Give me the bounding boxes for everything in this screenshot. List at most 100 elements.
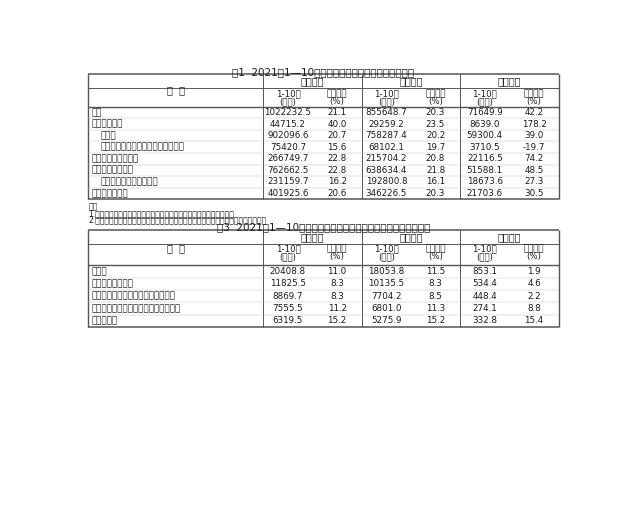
Text: 6319.5: 6319.5 (273, 316, 303, 325)
Text: 59300.4: 59300.4 (467, 131, 503, 140)
Text: 皮革、毛皮、羽毛及其制品和制鞋业: 皮革、毛皮、羽毛及其制品和制鞋业 (91, 292, 175, 300)
Text: 8.3: 8.3 (330, 292, 344, 300)
Text: 3710.5: 3710.5 (469, 143, 500, 152)
Text: 1-10月: 1-10月 (276, 89, 300, 98)
Text: 表3  2021年1—10月份规模以上工业企业主要财务指标（分行业）: 表3 2021年1—10月份规模以上工业企业主要财务指标（分行业） (216, 222, 430, 232)
Text: 20.3: 20.3 (426, 108, 445, 117)
Text: 2.2: 2.2 (527, 292, 541, 300)
Text: 346226.5: 346226.5 (366, 189, 407, 198)
Text: 16.2: 16.2 (327, 177, 346, 186)
Text: 纺织业: 纺织业 (91, 267, 107, 276)
Text: 1-10月: 1-10月 (374, 89, 399, 98)
Text: 利润总额: 利润总额 (498, 76, 521, 86)
Text: 40.0: 40.0 (327, 120, 347, 129)
Text: 15.4: 15.4 (524, 316, 544, 325)
Text: (%): (%) (428, 97, 443, 106)
Text: 21703.6: 21703.6 (467, 189, 503, 198)
Text: 行  业: 行 业 (167, 243, 185, 252)
Text: 8.3: 8.3 (428, 279, 442, 288)
Text: 注：: 注： (88, 203, 97, 211)
Text: 20.2: 20.2 (426, 131, 445, 140)
Text: (亿元): (亿元) (280, 97, 297, 106)
Text: 20.6: 20.6 (327, 189, 347, 198)
Text: 纺织服装、服饰业: 纺织服装、服饰业 (91, 279, 133, 288)
Text: 18053.8: 18053.8 (369, 267, 404, 276)
Text: 638634.4: 638634.4 (365, 166, 407, 175)
Text: 10135.5: 10135.5 (369, 279, 404, 288)
Text: 274.1: 274.1 (473, 304, 497, 313)
Text: 8.5: 8.5 (428, 292, 442, 300)
Text: 21.8: 21.8 (426, 166, 445, 175)
Text: 1-10月: 1-10月 (473, 245, 497, 254)
Text: 11.0: 11.0 (327, 267, 347, 276)
Text: 2.本表部分指标存在总计不等于分项之和情况，是数据四舍五入所致，未作机械调整。: 2.本表部分指标存在总计不等于分项之和情况，是数据四舍五入所致，未作机械调整。 (88, 215, 266, 224)
Text: (亿元): (亿元) (476, 97, 493, 106)
Text: 758287.4: 758287.4 (365, 131, 407, 140)
Text: 42.2: 42.2 (524, 108, 543, 117)
Text: 534.4: 534.4 (473, 279, 497, 288)
Text: 902096.6: 902096.6 (268, 131, 309, 140)
Text: (%): (%) (330, 252, 345, 262)
Text: 1-10月: 1-10月 (374, 245, 399, 254)
Text: 21.1: 21.1 (327, 108, 346, 117)
Text: 11825.5: 11825.5 (270, 279, 306, 288)
Text: (%): (%) (526, 252, 541, 262)
Text: 营业成本: 营业成本 (399, 232, 423, 242)
Text: 同比增长: 同比增长 (524, 245, 545, 254)
Text: 22.8: 22.8 (327, 166, 347, 175)
Text: 401925.6: 401925.6 (268, 189, 309, 198)
Text: 5275.9: 5275.9 (371, 316, 401, 325)
Text: 22.8: 22.8 (327, 154, 347, 163)
Text: 71649.9: 71649.9 (467, 108, 503, 117)
Text: 7704.2: 7704.2 (371, 292, 401, 300)
Text: 表1  2021年1—10月份规模以上工业企业主要财务指标: 表1 2021年1—10月份规模以上工业企业主要财务指标 (232, 67, 415, 77)
Text: 1.经济类型分组之间存在交叉，故各经济类型企业数据之和大于总计。: 1.经济类型分组之间存在交叉，故各经济类型企业数据之和大于总计。 (88, 209, 234, 218)
Text: 同比增长: 同比增长 (425, 245, 446, 254)
Text: 18673.6: 18673.6 (467, 177, 503, 186)
Text: 20.8: 20.8 (426, 154, 445, 163)
Text: 其中：股份制企业: 其中：股份制企业 (91, 166, 133, 175)
Text: 44715.2: 44715.2 (270, 120, 306, 129)
Text: (亿元): (亿元) (476, 252, 493, 262)
Text: 分  组: 分 组 (167, 86, 185, 95)
Text: 4.6: 4.6 (527, 279, 541, 288)
Text: 同比增长: 同比增长 (425, 89, 446, 98)
Text: -19.7: -19.7 (523, 143, 545, 152)
Text: 8869.7: 8869.7 (273, 292, 303, 300)
Text: 22116.5: 22116.5 (467, 154, 503, 163)
Text: 电力、热力、燃气及水生产和供应业: 电力、热力、燃气及水生产和供应业 (100, 143, 185, 152)
Text: (亿元): (亿元) (378, 97, 395, 106)
Text: 营业成本: 营业成本 (399, 76, 423, 86)
Text: 同比增长: 同比增长 (327, 245, 348, 254)
Text: 1.9: 1.9 (527, 267, 541, 276)
Text: 11.3: 11.3 (426, 304, 445, 313)
Text: 215704.2: 215704.2 (365, 154, 407, 163)
Text: 8.8: 8.8 (527, 304, 541, 313)
Text: (%): (%) (526, 97, 541, 106)
Text: 8.3: 8.3 (330, 279, 344, 288)
Text: 15.2: 15.2 (426, 316, 445, 325)
Text: (亿元): (亿元) (378, 252, 395, 262)
Text: 1022232.5: 1022232.5 (264, 108, 312, 117)
Text: 853.1: 853.1 (472, 267, 497, 276)
Text: 20.7: 20.7 (327, 131, 347, 140)
Text: 6801.0: 6801.0 (371, 304, 401, 313)
Text: 855648.7: 855648.7 (365, 108, 407, 117)
Text: 23.5: 23.5 (426, 120, 445, 129)
Text: 营业收入: 营业收入 (301, 232, 324, 242)
Text: 其中：私营企业: 其中：私营企业 (91, 189, 128, 198)
Text: 27.3: 27.3 (524, 177, 544, 186)
Text: 332.8: 332.8 (472, 316, 497, 325)
Text: (亿元): (亿元) (280, 252, 297, 262)
Text: 68102.1: 68102.1 (369, 143, 404, 152)
Text: 制造业: 制造业 (100, 131, 116, 140)
Text: 39.0: 39.0 (524, 131, 544, 140)
Text: 51588.1: 51588.1 (467, 166, 503, 175)
Text: 75420.7: 75420.7 (270, 143, 306, 152)
Text: 1-10月: 1-10月 (473, 89, 497, 98)
Text: 11.2: 11.2 (327, 304, 346, 313)
Text: 16.1: 16.1 (426, 177, 445, 186)
Text: 29259.2: 29259.2 (369, 120, 404, 129)
Text: 30.5: 30.5 (524, 189, 544, 198)
Text: 外商及港澳台商投资企业: 外商及港澳台商投资企业 (100, 177, 158, 186)
